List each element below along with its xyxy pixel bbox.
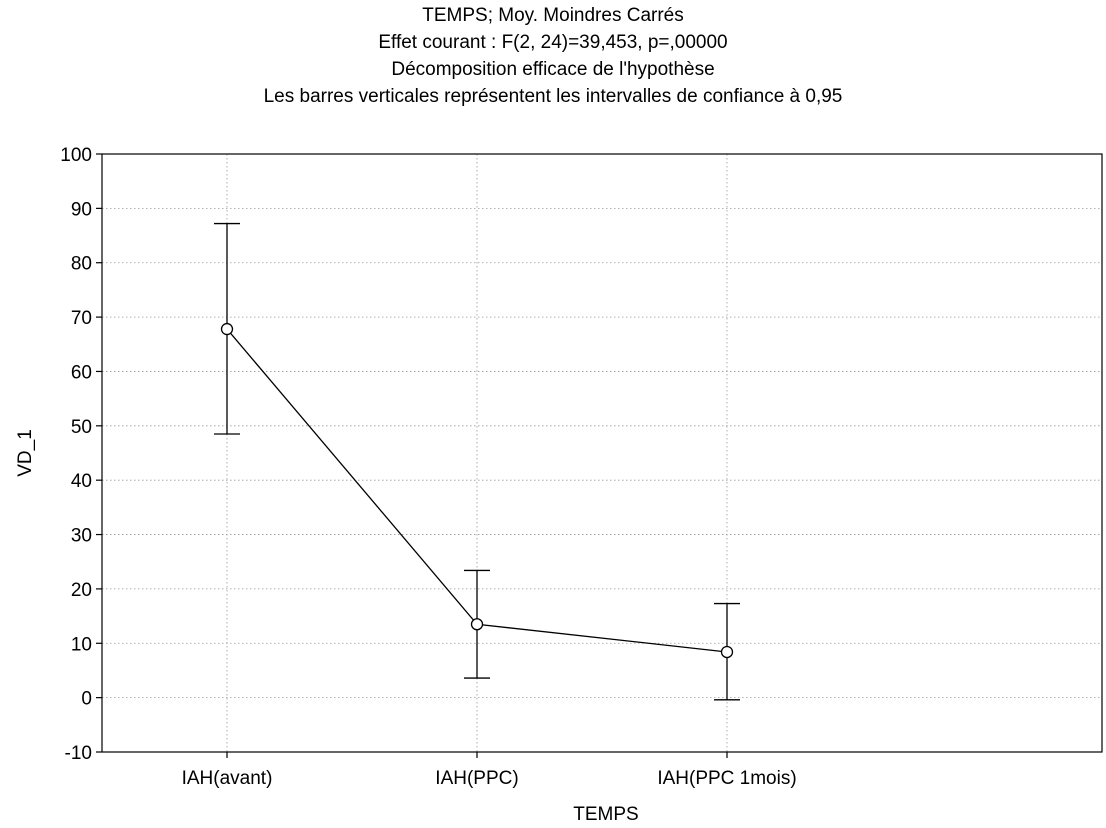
y-tick-label: 70: [71, 308, 92, 329]
y-tick-label: 100: [60, 145, 92, 166]
x-tick-label: IAH(PPC 1mois): [657, 768, 796, 789]
chart-title-line-1: TEMPS; Moy. Moindres Carrés: [422, 5, 684, 26]
y-tick-label: 40: [71, 471, 92, 492]
y-tick-label: 30: [71, 526, 92, 547]
x-tick-label: IAH(PPC): [435, 768, 518, 789]
x-tick-label: IAH(avant): [182, 768, 273, 789]
y-tick-label: 10: [71, 634, 92, 655]
chart-title-line-4: Les barres verticales représentent les i…: [263, 86, 843, 107]
plot-frame: [101, 153, 1103, 753]
series-layer: [214, 222, 740, 701]
x-axis-ticks: IAH(avant) IAH(PPC) IAH(PPC 1mois): [182, 752, 797, 789]
y-tick-label: 20: [71, 580, 92, 601]
chart-title-line-2: Effet courant : F(2, 24)=39,453, p=,0000…: [378, 32, 728, 53]
y-tick-label: 80: [71, 254, 92, 275]
y-axis-label: VD_1: [15, 429, 36, 477]
y-tick-label: 50: [71, 417, 92, 438]
chart-title-block: TEMPS; Moy. Moindres Carrés Effet couran…: [0, 2, 1106, 110]
y-tick-label: 90: [71, 199, 92, 220]
y-tick-label: 0: [81, 689, 92, 710]
y-tick-label: -10: [65, 743, 92, 764]
data-point: [720, 645, 734, 659]
chart-title-line-3: Décomposition efficace de l'hypothèse: [391, 59, 715, 80]
x-axis-label: TEMPS: [573, 804, 638, 825]
data-point: [220, 322, 234, 336]
gridlines: [102, 154, 1102, 752]
y-axis-ticks: -10 0 10 20 30 40 50 60 70 80 90 100: [60, 145, 102, 764]
data-point: [470, 618, 484, 631]
y-tick-label: 60: [71, 362, 92, 383]
